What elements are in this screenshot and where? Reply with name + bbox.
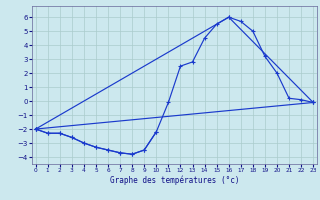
X-axis label: Graphe des températures (°c): Graphe des températures (°c)	[110, 176, 239, 185]
